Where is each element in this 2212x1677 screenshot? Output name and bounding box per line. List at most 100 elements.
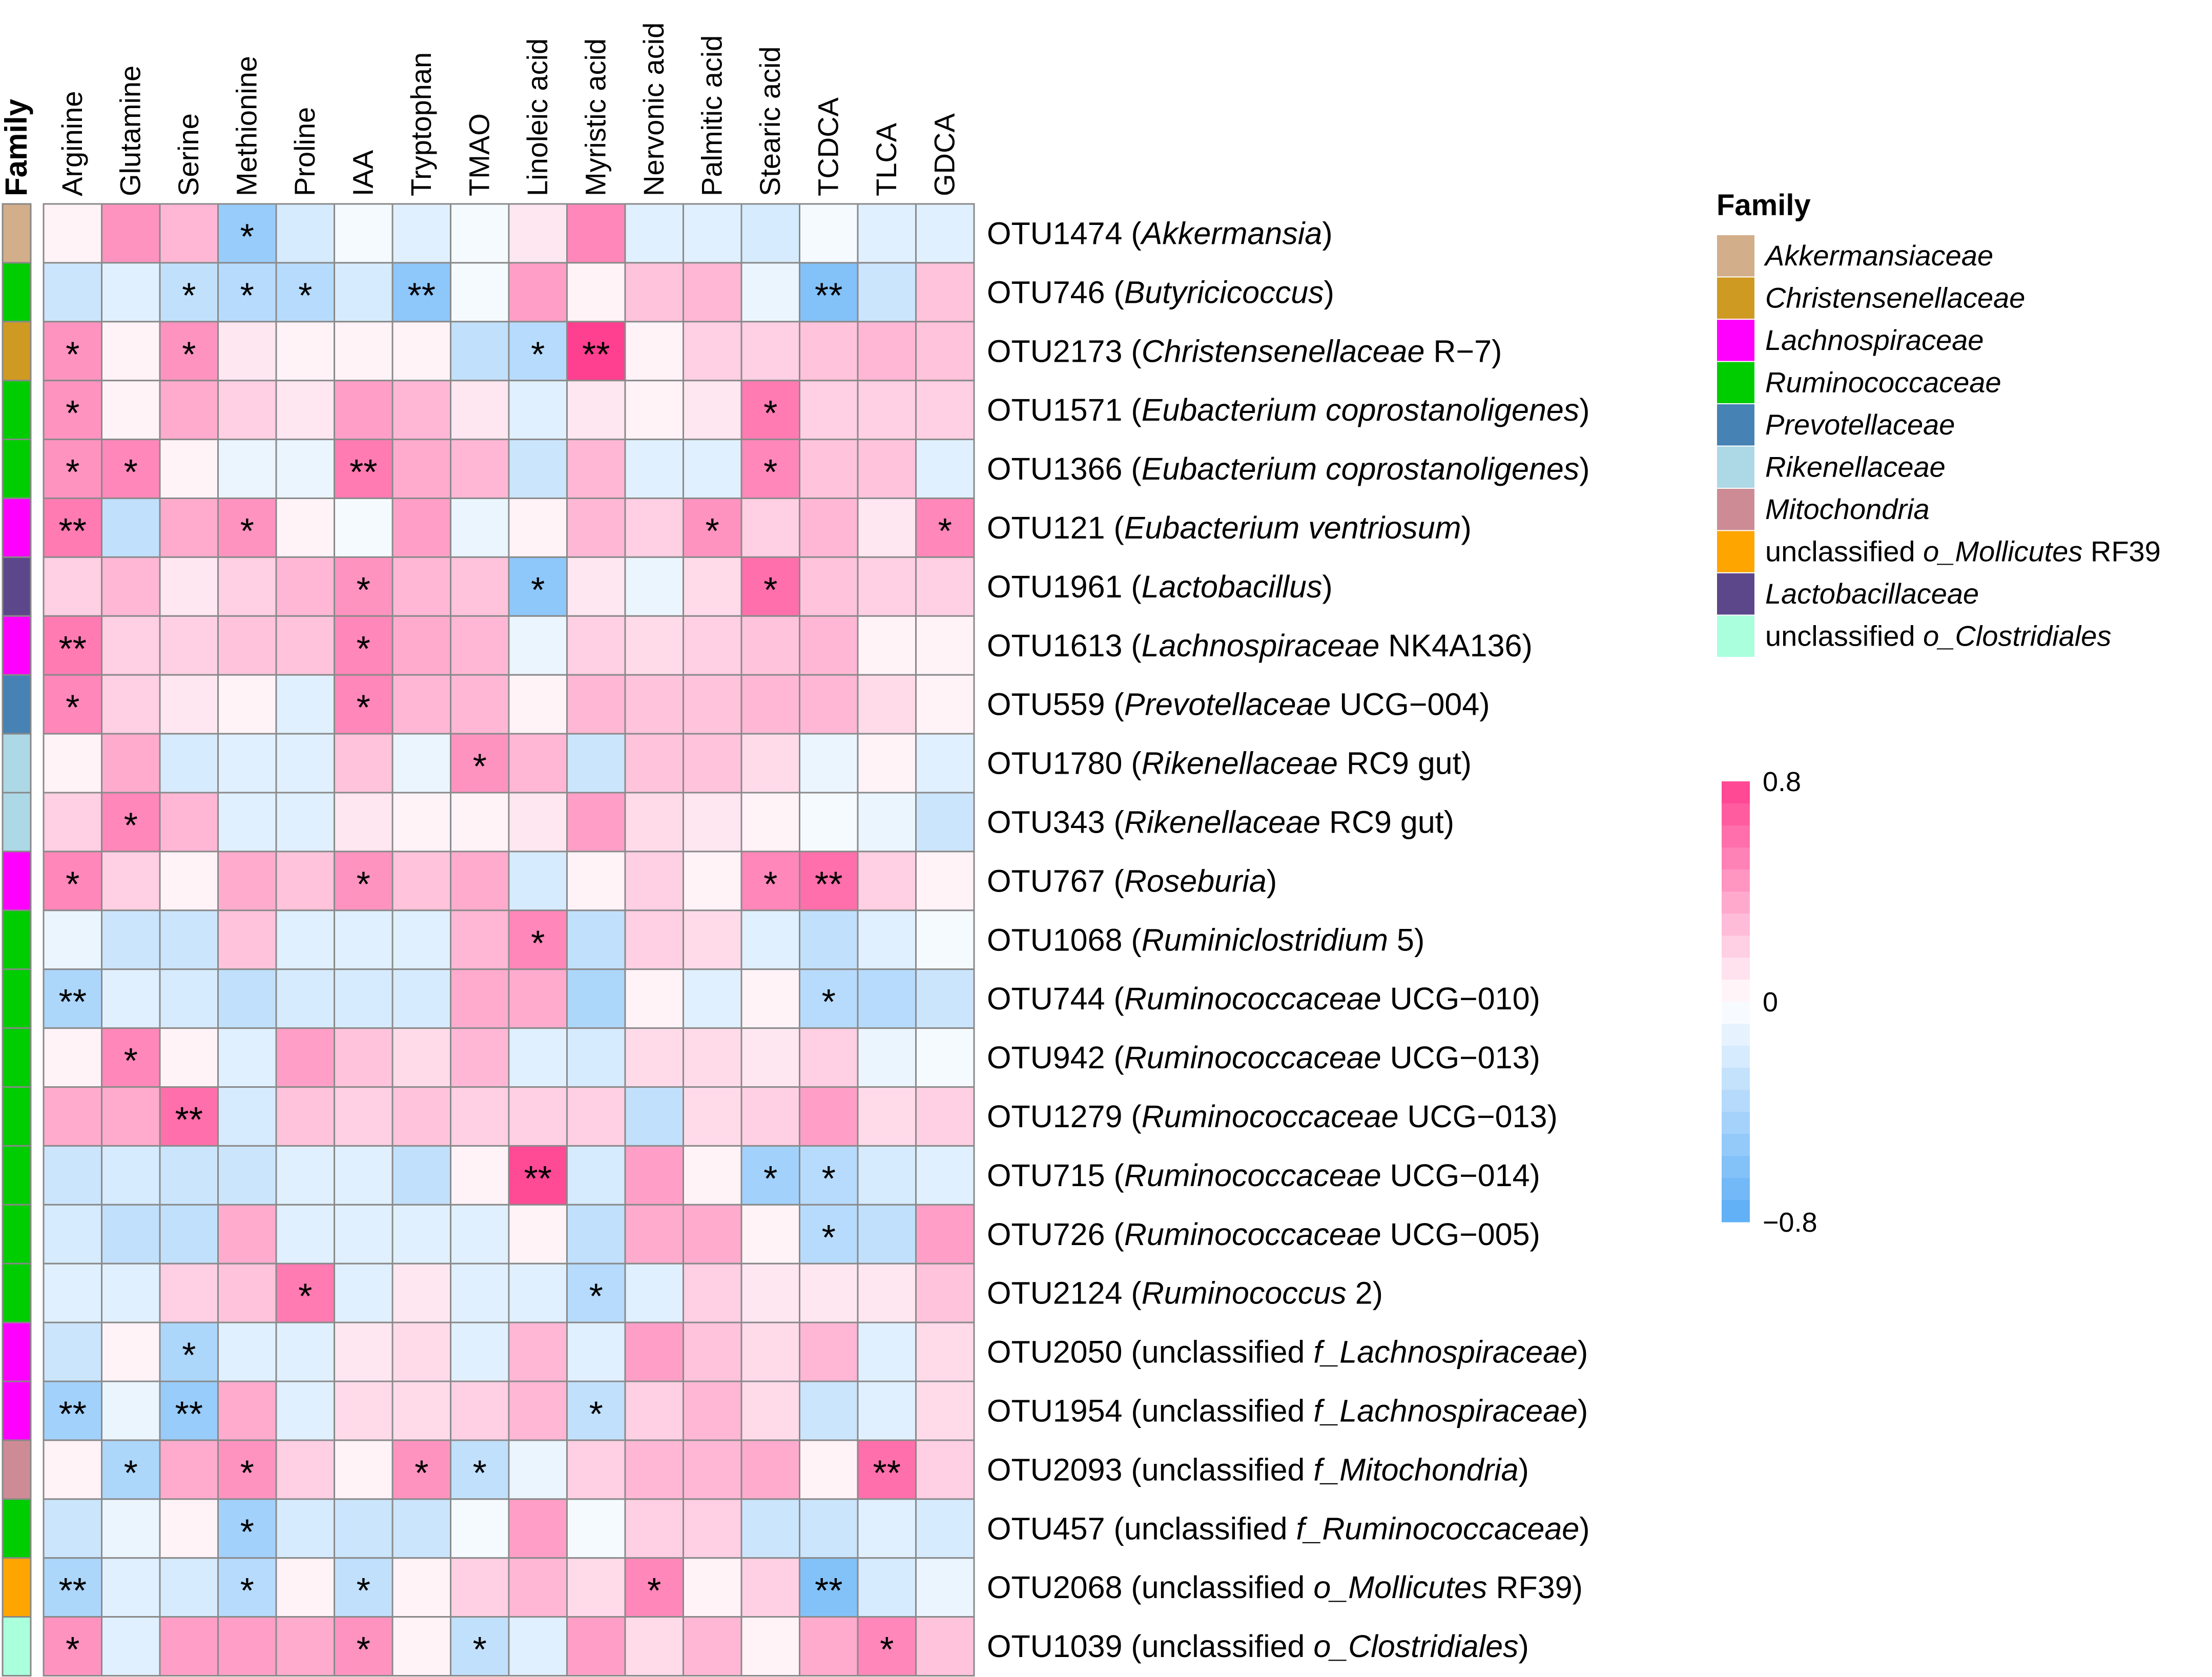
heatmap-cell [799,1557,859,1618]
heatmap-cell [683,1262,742,1323]
heatmap-cell [683,674,742,735]
significance-marker: * [240,511,254,551]
heatmap-cell [566,262,626,323]
heatmap-cell [508,1557,568,1618]
significance-marker: * [124,805,138,845]
heatmap-cell [101,968,161,1029]
heatmap-cell [624,1616,684,1677]
heatmap-cell [391,615,451,676]
heatmap-cell [101,262,161,323]
family-annotation-cell [2,1498,32,1559]
heatmap-cell [43,909,102,970]
heatmap-cell [857,968,917,1029]
heatmap-cell [101,1086,161,1147]
heatmap-cell [101,909,161,970]
heatmap-cell [275,615,335,676]
heatmap-cell [391,968,451,1029]
heatmap-cell [450,1616,510,1677]
significance-marker: * [66,393,79,433]
heatmap-cell [857,733,917,794]
heatmap-cell [43,1498,102,1559]
heatmap-cell [799,1321,859,1382]
heatmap-cell [101,615,161,676]
significance-marker: * [66,452,79,492]
heatmap-cell [275,1498,335,1559]
heatmap-cell [450,321,510,382]
heatmap-cell [566,615,626,676]
heatmap-cell [740,1086,800,1147]
heatmap-cell [740,439,800,499]
heatmap-cell [450,1380,510,1441]
row-label-otu1068: OTU1068 (Ruminiclostridium 5) [987,922,1424,957]
heatmap-cell [624,1204,684,1265]
heatmap-cell [683,498,742,558]
heatmap-cell [334,1086,394,1147]
heatmap-cell [857,1086,917,1147]
color-scale-step [1722,980,1750,1002]
heatmap-cell [799,674,859,735]
heatmap-cell [508,203,568,264]
significance-marker: * [938,511,952,551]
heatmap-cell [275,498,335,558]
heatmap-cell [624,1262,684,1323]
heatmap-cell [915,1204,975,1265]
heatmap-cell [740,1321,800,1382]
heatmap-cell [101,1262,161,1323]
row-label-otu1571: OTU1571 (Eubacterium coprostanoligenes) [987,392,1590,427]
family-annotation-cell [2,674,32,735]
column-label-tcdca: TCDCA [812,97,844,196]
heatmap-cell [275,792,335,853]
heatmap-cell [391,1439,451,1500]
heatmap-cell [799,262,859,323]
heatmap-cell [159,909,219,970]
heatmap-cell [857,909,917,970]
heatmap-cell [508,968,568,1029]
significance-marker: ** [59,1570,87,1610]
heatmap-cell [275,556,335,617]
heatmap-cell [101,851,161,912]
heatmap-cell [740,1616,800,1677]
heatmap-cell [275,1616,335,1677]
heatmap-cell [915,909,975,970]
heatmap-cell [217,1380,277,1441]
heatmap-cell [915,262,975,323]
row-label-otu2068: OTU2068 (unclassified o_Mollicutes RF39) [987,1570,1583,1605]
heatmap-cell [159,1498,219,1559]
row-label-otu2050: OTU2050 (unclassified f_Lachnospiraceae) [987,1335,1588,1370]
heatmap-cell [566,851,626,912]
significance-marker: * [880,1629,894,1669]
heatmap-cell [508,556,568,617]
significance-marker: * [298,275,312,315]
heatmap-cell [915,1145,975,1206]
heatmap-cell [683,1498,742,1559]
heatmap-cell [566,439,626,499]
family-annotation-cell [2,1439,32,1500]
heatmap-cell [275,321,335,382]
heatmap-cell [508,1204,568,1265]
color-scale-step [1722,803,1750,826]
significance-marker: ** [59,629,87,669]
heatmap-cell [217,674,277,735]
family-annotation-cell [2,1145,32,1206]
significance-marker: * [240,1570,254,1610]
significance-marker: * [357,629,370,669]
heatmap-cell [683,909,742,970]
row-label-otu1780: OTU1780 (Rikenellaceae RC9 gut) [987,746,1472,781]
heatmap-cell [915,439,975,499]
heatmap-cell [275,733,335,794]
heatmap-cell [624,380,684,441]
column-labels: Arginine Glutamine Serine Methionine Proline… [56,23,961,196]
heatmap-cell [275,851,335,912]
heatmap-cell [159,498,219,558]
heatmap-cell [450,439,510,499]
family-annotation-cell [2,1086,32,1147]
heatmap-cell [275,1086,335,1147]
heatmap-cell [740,968,800,1029]
row-label-otu1474: OTU1474 (Akkermansia) [987,216,1333,251]
column-label-proline: Proline [288,107,321,196]
heatmap-cell [450,1086,510,1147]
heatmap-cell [101,1027,161,1088]
heatmap-cell [43,1262,102,1323]
row-label-otu767: OTU767 (Roseburia) [987,863,1277,898]
heatmap-cell [624,1027,684,1088]
